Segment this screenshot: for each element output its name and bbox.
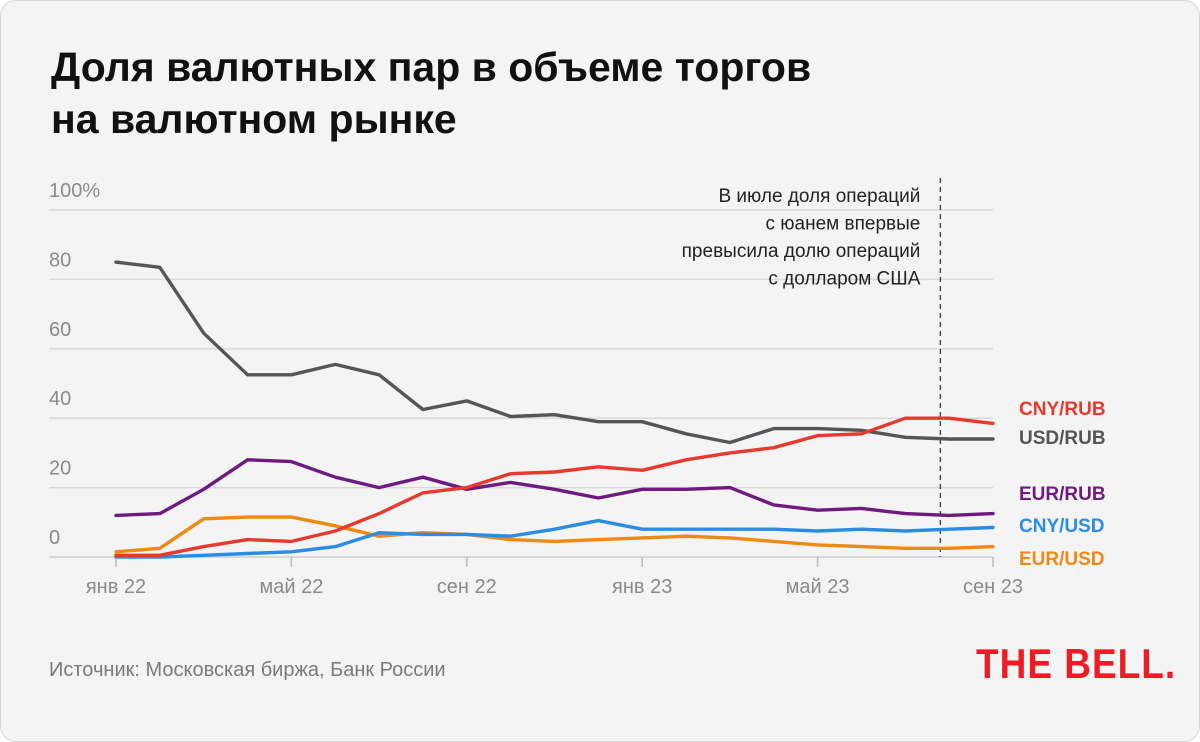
legend-label-cny-rub: CNY/RUB xyxy=(1019,399,1106,420)
legend-label-eur-rub: EUR/RUB xyxy=(1019,484,1106,505)
y-tick-label-40: 40 xyxy=(49,388,71,410)
x-tick-label-4: май 23 xyxy=(786,576,850,598)
annotation-text-line-1: с юанем впервые xyxy=(766,214,921,235)
y-tick-label-0: 0 xyxy=(49,527,60,549)
x-tick-label-1: май 22 xyxy=(259,576,323,598)
y-tick-label-80: 80 xyxy=(49,249,71,271)
source-note: Источник: Московская биржа, Банк России xyxy=(49,659,446,681)
title-line-2: на валютном рынке xyxy=(51,96,457,142)
series-line-cny-rub xyxy=(114,416,995,557)
x-tick-label-0: янв 22 xyxy=(86,576,146,598)
legend-label-cny-usd: CNY/USD xyxy=(1019,516,1105,537)
annotation-text-line-2: превысила долю операций xyxy=(682,241,921,262)
the-bell-logo: THE BELL. xyxy=(976,641,1177,687)
series-line-eur-usd xyxy=(114,515,995,554)
series-line-cny-usd xyxy=(114,518,995,559)
title-line-1: Доля валютных пар в объеме торгов xyxy=(51,44,812,90)
series-line-eur-rub xyxy=(114,458,995,518)
annotation-text-line-3: с долларом США xyxy=(768,269,920,290)
y-tick-label-20: 20 xyxy=(49,458,71,480)
annotation-text-line-0: В июле доля операций xyxy=(718,186,920,207)
x-tick-label-2: сен 22 xyxy=(437,576,497,598)
chart-title: Доля валютных пар в объеме торгов на вал… xyxy=(51,41,951,145)
y-tick-label-100: 100% xyxy=(49,180,100,202)
x-tick-label-3: янв 23 xyxy=(612,576,672,598)
y-tick-label-60: 60 xyxy=(49,319,71,341)
legend-label-usd-rub: USD/RUB xyxy=(1019,428,1106,449)
legend-label-eur-usd: EUR/USD xyxy=(1019,549,1105,570)
x-tick-label-5: сен 23 xyxy=(963,576,1023,598)
series-line-usd-rub xyxy=(114,260,995,445)
